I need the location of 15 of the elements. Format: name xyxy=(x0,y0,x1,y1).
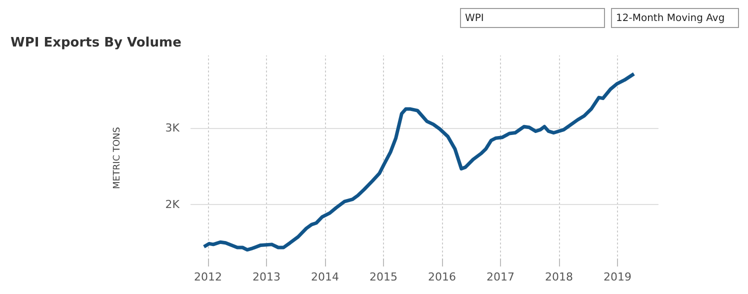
line-series xyxy=(202,72,636,252)
y-axis-title: METRIC TONS xyxy=(112,126,122,190)
x-tick-label: 2017 xyxy=(486,270,515,284)
x-tick-label: 2012 xyxy=(194,270,222,284)
x-tick-label: 2014 xyxy=(311,270,340,284)
y-tick-label: 2K xyxy=(165,198,180,212)
text: WPI xyxy=(465,12,484,26)
x-tick-label: 2015 xyxy=(370,270,398,284)
x-tick-label: 2019 xyxy=(604,270,632,284)
chart-title: WPI Exports By Volume xyxy=(10,36,182,50)
x-tick-label: 2018 xyxy=(545,270,574,284)
text: 12-Month Moving Avg xyxy=(616,12,725,26)
x-tick-label: 2013 xyxy=(252,270,281,284)
y-tick-label: 3K xyxy=(165,122,180,135)
x-tick-label: 2016 xyxy=(428,270,456,284)
